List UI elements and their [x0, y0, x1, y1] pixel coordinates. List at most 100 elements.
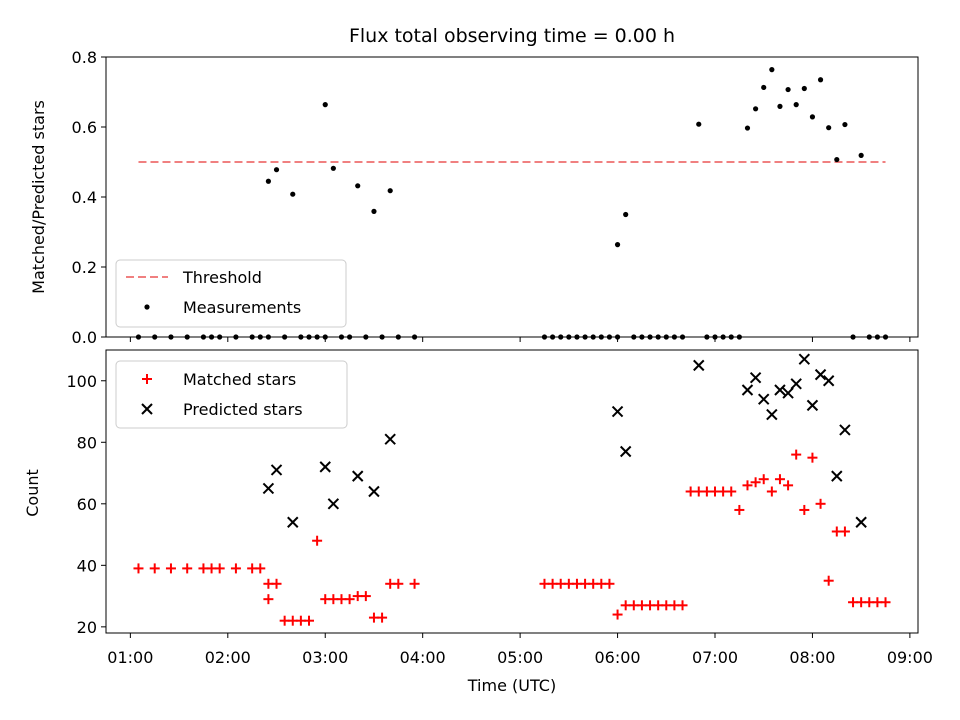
x-stroke — [141, 403, 153, 415]
measurement-point — [590, 334, 596, 340]
bottom-x-tick-label: 02:00 — [205, 648, 251, 667]
measurement-point — [265, 334, 271, 340]
measurement-point — [696, 121, 702, 127]
matched-star-point — [726, 486, 737, 497]
legend-predicted-swatch — [141, 403, 153, 415]
bottom-legend-box — [115, 360, 348, 429]
measurement-point — [606, 334, 613, 340]
bottom-y-tick-label: 20 — [77, 618, 97, 637]
top-y-tick-label: 0.2 — [72, 258, 97, 277]
measurement-point — [200, 334, 207, 340]
x-stroke — [814, 368, 827, 381]
bottom-x-tick-label: 05:00 — [497, 648, 543, 667]
x-stroke — [806, 399, 819, 412]
bottom-panel: 20 40 60 80 100 01:00 02:00 03:00 04:00 05:00 06:0… — [66, 349, 933, 667]
measurement-point — [639, 334, 645, 340]
predicted-star-point — [693, 359, 705, 372]
measurement-point — [322, 102, 328, 108]
measurement-point — [135, 334, 142, 340]
legend-matched-label: Matched stars — [183, 370, 296, 389]
bottom-x-tick-label: 09:00 — [887, 648, 933, 667]
predicted-star-point — [749, 371, 762, 384]
measurement-point — [322, 334, 328, 340]
measurement-point — [598, 334, 604, 340]
top-legend-box — [115, 259, 347, 328]
measurement-point — [842, 121, 848, 128]
bottom-x-tick-label: 08:00 — [789, 648, 835, 667]
x-stroke — [368, 485, 380, 498]
measurement-point — [858, 152, 864, 158]
measurement-point — [720, 334, 726, 340]
legend-matched-swatch — [142, 374, 152, 384]
matched-star-point — [165, 563, 176, 574]
measurement-point — [866, 334, 872, 340]
bottom-y-axis-label: Count — [23, 469, 42, 517]
bottom-x-tick-label: 01:00 — [107, 648, 153, 667]
matched-star-point — [312, 535, 323, 546]
matched-star-point — [230, 563, 241, 574]
measurement-point — [330, 165, 336, 171]
measurement-point — [411, 334, 418, 340]
measurement-point — [777, 103, 783, 109]
measurement-point — [623, 211, 629, 218]
measurement-point — [355, 183, 361, 189]
predicted-star-point — [262, 482, 275, 495]
measurement-point — [347, 334, 353, 340]
matched-star-point — [360, 591, 371, 602]
predicted-star-point — [758, 393, 770, 405]
measurement-point — [712, 334, 718, 340]
predicted-star-point — [619, 445, 632, 458]
measurement-point — [850, 334, 856, 340]
predicted-star-point — [327, 498, 340, 510]
x-stroke — [774, 384, 786, 396]
legend-predicted-label: Predicted stars — [183, 400, 303, 419]
legend-measurement-label: Measurements — [183, 298, 301, 317]
x-stroke — [619, 445, 632, 458]
measurement-point — [793, 102, 799, 108]
matched-star-point — [409, 578, 420, 589]
predicted-star-point — [384, 433, 396, 445]
matched-star-point — [304, 615, 314, 626]
x-axis-label: Time (UTC) — [467, 676, 556, 695]
top-y-tick-label: 0.6 — [72, 118, 97, 137]
matched-star-point — [149, 563, 160, 574]
predicted-star-point — [766, 408, 778, 421]
top-legend: Threshold Measurements — [115, 259, 347, 328]
measurement-point — [614, 334, 621, 340]
measurement-point — [728, 334, 734, 340]
measurement-point — [882, 334, 889, 340]
top-y-tick-label: 0.4 — [72, 188, 97, 207]
matched-star-point — [677, 600, 688, 611]
measurement-point — [233, 334, 239, 340]
measurement-point — [265, 178, 271, 184]
top-y-tick-label: 0.0 — [72, 328, 97, 347]
bottom-x-tick-label: 07:00 — [692, 648, 738, 667]
measurement-point — [744, 125, 751, 131]
matched-star-point — [344, 594, 355, 605]
bottom-y-tick-label: 100 — [66, 372, 97, 391]
matched-star-point — [133, 563, 144, 574]
measurement-point — [704, 334, 710, 340]
matched-star-point — [604, 578, 615, 589]
predicted-star-point — [855, 516, 867, 528]
x-stroke — [766, 408, 778, 421]
matched-star-point — [783, 480, 794, 491]
predicted-star-point — [839, 424, 851, 436]
measurement-point — [574, 334, 580, 340]
matched-star-point — [263, 594, 274, 605]
matched-star-point — [742, 480, 753, 491]
x-stroke — [693, 359, 705, 372]
measurement-point — [753, 106, 759, 112]
x-stroke — [384, 433, 396, 445]
bottom-legend: Matched stars Predicted stars — [115, 360, 348, 429]
matched-star-point — [612, 609, 623, 620]
predicted-star-point — [774, 384, 786, 396]
measurement-point — [785, 86, 791, 93]
x-stroke — [831, 470, 843, 482]
predicted-star-point — [831, 470, 843, 482]
measurement-point — [168, 334, 174, 340]
matched-star-point — [182, 563, 193, 574]
measurement-point — [541, 334, 548, 340]
predicted-star-point — [806, 399, 819, 412]
predicted-star-point — [798, 353, 811, 365]
